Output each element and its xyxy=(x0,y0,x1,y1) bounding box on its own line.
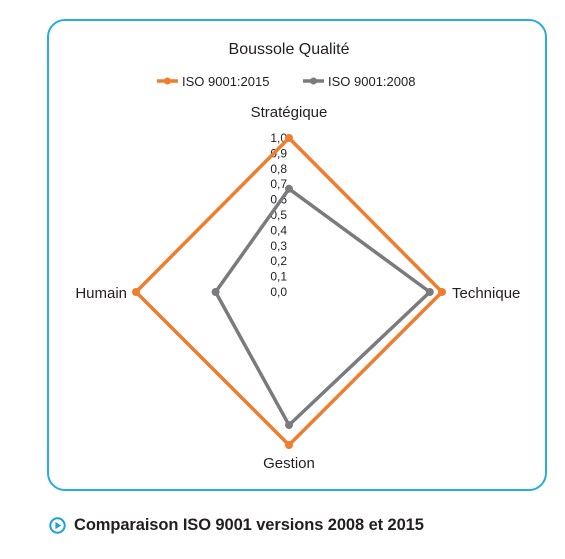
axis-label-strategique: Stratégique xyxy=(251,104,328,121)
axis-labels: Stratégique Technique Gestion Humain xyxy=(75,104,520,472)
legend-item-2: ISO 9001:2008 xyxy=(303,74,415,89)
series-1-point-4 xyxy=(132,288,140,296)
legend-label-2: ISO 9001:2008 xyxy=(328,74,415,89)
series-line-1 xyxy=(133,135,445,448)
chart-frame xyxy=(47,19,547,491)
scale-tick-label: 0,1 xyxy=(270,270,287,284)
chart-title: Boussole Qualité xyxy=(229,41,350,58)
series-1-point-3 xyxy=(285,441,293,449)
series-group xyxy=(132,134,446,449)
scale-tick-label: 0,8 xyxy=(270,162,287,176)
legend: ISO 9001:2015 ISO 9001:2008 xyxy=(157,74,415,89)
scale-tick-label: 0,9 xyxy=(270,146,287,160)
series-2-point-3 xyxy=(285,421,293,430)
scale-tick-label: 0,0 xyxy=(270,285,287,299)
series-2-point-1 xyxy=(285,184,293,193)
figure-caption: Comparaison ISO 9001 versions 2008 et 20… xyxy=(49,513,424,537)
legend-item-1: ISO 9001:2015 xyxy=(157,74,269,89)
series-2-point-4 xyxy=(211,288,220,296)
caption-text: Comparaison ISO 9001 versions 2008 et 20… xyxy=(74,515,424,534)
axis-label-gestion: Gestion xyxy=(263,455,315,472)
series-1-point-2 xyxy=(438,288,446,296)
scale-tick-label: 0,2 xyxy=(270,254,287,268)
axis-label-technique: Technique xyxy=(452,285,520,302)
scale-tick-label: 0,3 xyxy=(270,239,287,253)
series-1-point-1 xyxy=(285,134,293,142)
axis-label-humain: Humain xyxy=(75,285,127,302)
series-line-2 xyxy=(213,186,433,428)
scale-tick-label: 0,4 xyxy=(270,223,287,237)
legend-label-1: ISO 9001:2015 xyxy=(182,74,269,89)
series-2-point-2 xyxy=(425,288,434,296)
scale-tick-label: 0,7 xyxy=(270,177,287,191)
play-circle-icon xyxy=(49,516,66,534)
